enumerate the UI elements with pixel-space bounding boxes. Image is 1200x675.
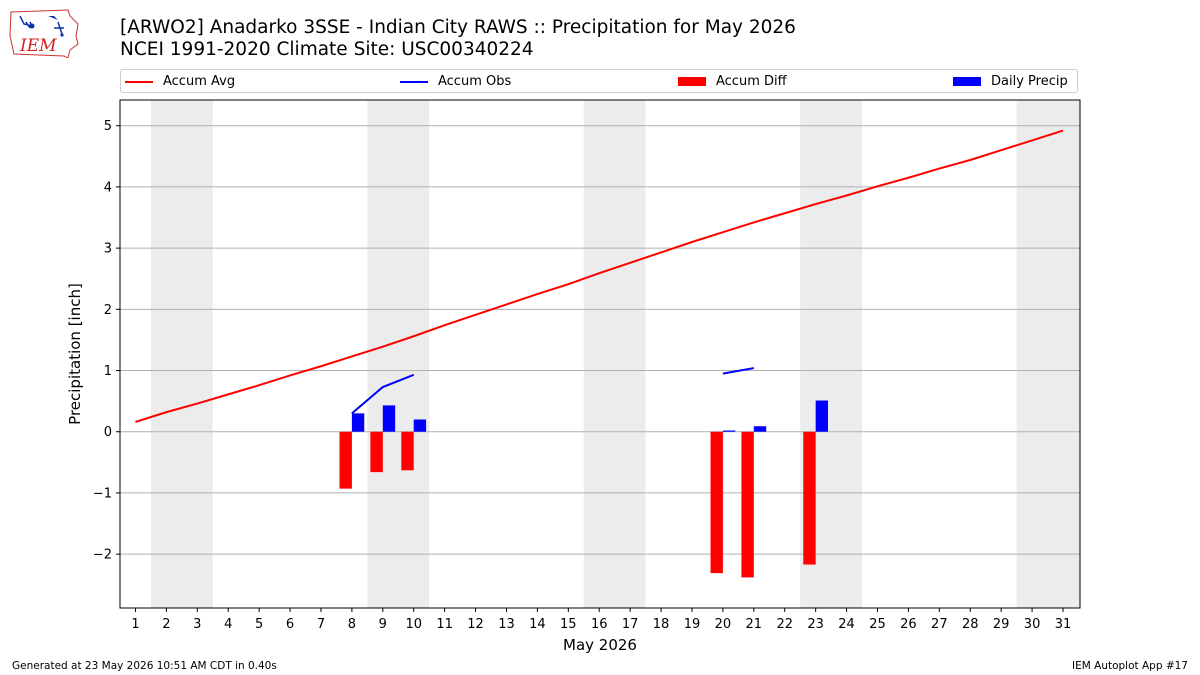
x-tick-label: 1 [131, 617, 139, 632]
x-tick-label: 27 [931, 617, 948, 632]
y-axis-ticks: −2 −1 0 1 2 3 4 5 [93, 119, 120, 563]
weekend-band [1016, 100, 1080, 608]
legend-item-accum-diff: Accum Diff [678, 74, 787, 89]
daily-precip-bar [753, 426, 767, 432]
x-axis-ticks: 1 2 3 4 5 6 7 8 9 10 11 12 13 14 15 16 17 18 19 20 21 22 23 24 2… [131, 608, 1071, 632]
x-tick-label: 16 [591, 617, 608, 632]
legend-item-accum-obs: Accum Obs [400, 74, 511, 89]
legend-swatch-accum-obs [400, 80, 428, 83]
accum-diff-bar [339, 431, 352, 489]
generated-note: Generated at 23 May 2026 10:51 AM CDT in… [12, 660, 277, 672]
legend-swatch-accum-diff [678, 77, 706, 86]
x-tick-label: 6 [286, 617, 294, 632]
x-tick-label: 19 [684, 617, 701, 632]
accum-obs-line [722, 367, 754, 375]
chart-title-line2: NCEI 1991-2020 Climate Site: USC00340224 [120, 39, 534, 60]
x-tick-label: 4 [224, 617, 232, 632]
x-tick-label: 25 [869, 617, 886, 632]
accum-obs-line [351, 373, 415, 415]
legend-item-daily-precip: Daily Precip [953, 74, 1068, 89]
x-tick-label: 21 [746, 617, 763, 632]
legend-label-accum-obs: Accum Obs [438, 74, 512, 89]
x-tick-label: 24 [838, 617, 855, 632]
iem-logo: IEM [9, 9, 79, 58]
x-tick-label: 23 [807, 617, 824, 632]
accum-diff-bar [741, 431, 754, 578]
legend-label-accum-avg: Accum Avg [163, 74, 236, 89]
x-tick-label: 15 [560, 617, 577, 632]
daily-precip-bar [351, 413, 365, 432]
x-tick-label: 18 [653, 617, 670, 632]
y-tick-label: 5 [104, 119, 112, 134]
x-tick-label: 8 [348, 617, 356, 632]
x-tick-label: 9 [379, 617, 387, 632]
y-axis-label: Precipitation [inch] [66, 283, 84, 425]
daily-precip-bar [382, 405, 396, 432]
x-tick-label: 31 [1055, 617, 1072, 632]
y-tick-label: 2 [104, 303, 112, 318]
x-axis-label: May 2026 [563, 636, 637, 654]
svg-text:IEM: IEM [19, 36, 57, 56]
x-tick-label: 30 [1024, 617, 1041, 632]
y-tick-label: −2 [93, 548, 112, 563]
y-tick-label: 3 [104, 242, 112, 257]
legend-item-accum-avg: Accum Avg [125, 74, 235, 89]
x-tick-label: 3 [193, 617, 201, 632]
x-tick-label: 20 [715, 617, 732, 632]
accum-diff-bar [710, 431, 723, 574]
chart-legend: Accum Avg Accum Obs Accum Diff Daily Pre… [120, 69, 1078, 93]
legend-swatch-daily-precip [953, 77, 981, 86]
daily-precip-bar [722, 430, 736, 432]
y-gridlines [120, 125, 1080, 555]
weekend-band [367, 100, 430, 608]
x-tick-label: 2 [162, 617, 170, 632]
x-tick-label: 17 [622, 617, 639, 632]
y-tick-label: −1 [93, 486, 112, 501]
legend-label-accum-diff: Accum Diff [716, 74, 787, 89]
weekend-band [150, 100, 213, 608]
chart-title-line1: [ARWO2] Anadarko 3SSE - Indian City RAWS… [120, 17, 796, 38]
y-tick-label: 1 [104, 364, 112, 379]
accum-diff-bar [370, 431, 383, 473]
bars [339, 400, 829, 578]
x-tick-label: 26 [900, 617, 917, 632]
daily-precip-bar [815, 400, 829, 432]
y-tick-label: 4 [104, 180, 112, 195]
daily-precip-bar [413, 419, 427, 432]
x-tick-label: 12 [467, 617, 484, 632]
legend-swatch-accum-avg [125, 80, 153, 83]
x-tick-label: 29 [993, 617, 1010, 632]
accum-avg-line [135, 129, 1064, 423]
accum-diff-bar [401, 431, 414, 471]
x-tick-label: 5 [255, 617, 263, 632]
y-tick-label: 0 [104, 425, 112, 440]
x-tick-label: 28 [962, 617, 979, 632]
weekend-shading [150, 100, 1080, 608]
x-tick-label: 22 [776, 617, 793, 632]
chart-title: [ARWO2] Anadarko 3SSE - Indian City RAWS… [120, 17, 796, 61]
weekend-band [583, 100, 646, 608]
accum-diff-bar [803, 431, 816, 565]
plot-frame [119, 99, 1081, 609]
autoplot-app-note: IEM Autoplot App #17 [1072, 660, 1188, 672]
x-tick-label: 10 [405, 617, 422, 632]
series-lines [135, 129, 1064, 423]
x-tick-label: 14 [529, 617, 546, 632]
x-tick-label: 13 [498, 617, 515, 632]
x-tick-label: 11 [436, 617, 453, 632]
x-tick-label: 7 [317, 617, 325, 632]
legend-label-daily-precip: Daily Precip [991, 74, 1068, 89]
